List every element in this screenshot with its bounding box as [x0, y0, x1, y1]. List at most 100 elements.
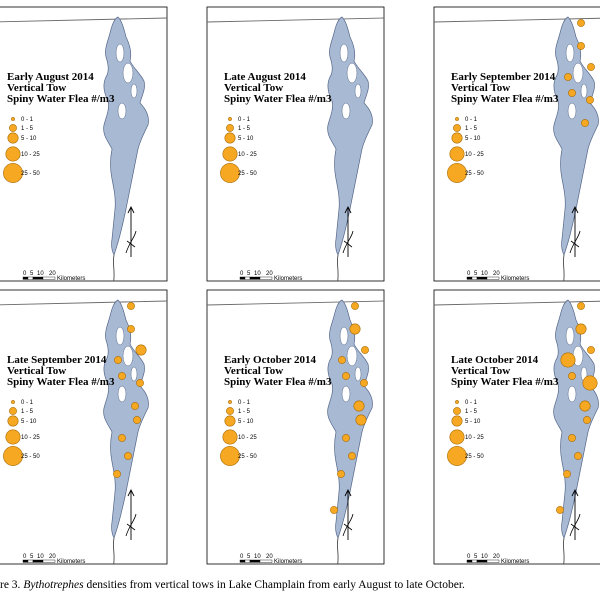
legend-label: 1 - 5	[21, 409, 34, 415]
scale-bar-segment	[471, 559, 478, 563]
sample-marker	[351, 302, 359, 310]
sample-marker	[361, 346, 369, 354]
sample-marker	[556, 506, 564, 514]
panel-title-line: Early August 2014	[7, 71, 94, 83]
island-shape	[130, 366, 138, 382]
legend-symbol	[455, 400, 459, 404]
legend-label: 0 - 1	[21, 117, 34, 123]
panel-title-line: Vertical Tow	[7, 365, 66, 377]
legend-label: 5 - 10	[21, 419, 37, 425]
scale-tick-label: 0	[23, 271, 27, 277]
panel-title-line: Vertical Tow	[451, 365, 510, 377]
legend-symbol	[7, 132, 19, 144]
sample-marker	[587, 346, 595, 354]
scale-bar-segment	[259, 559, 273, 563]
legend-symbol	[447, 163, 467, 183]
legend-label: 0 - 1	[465, 117, 478, 123]
sample-marker	[587, 63, 595, 71]
legend-label: 25 - 50	[21, 171, 40, 177]
legend-label: 10 - 25	[238, 435, 257, 441]
sample-marker	[349, 323, 361, 335]
sample-marker	[127, 325, 135, 333]
panel-title-line: Spiny Water Flea #/m3	[224, 376, 332, 388]
panel-title-line: Spiny Water Flea #/m3	[7, 376, 115, 388]
panel-title-line: Spiny Water Flea #/m3	[7, 93, 115, 105]
legend-label: 1 - 5	[465, 409, 478, 415]
sample-marker	[577, 19, 585, 27]
sample-marker	[582, 375, 598, 391]
panel-title-line: Vertical Tow	[7, 82, 66, 94]
scale-tick-label: 5	[30, 554, 34, 560]
scale-bar-segment	[476, 276, 488, 280]
scale-tick-label: 5	[474, 271, 478, 277]
scale-bar-segment	[22, 559, 29, 563]
scale-tick-label: 20	[266, 271, 273, 277]
island-shape	[341, 102, 351, 120]
sample-marker	[353, 400, 365, 412]
north-arrow-head-icon	[127, 205, 135, 214]
scale-tick-label: 10	[254, 554, 261, 560]
island-shape	[354, 83, 362, 99]
panel-title-line: Spiny Water Flea #/m3	[224, 93, 332, 105]
sample-marker	[360, 379, 368, 387]
scale-tick-label: 10	[254, 271, 261, 277]
legend-symbol	[220, 446, 240, 466]
legend-label: 1 - 5	[21, 126, 34, 132]
scale-unit-label: Kilometers	[57, 559, 85, 565]
legend-symbol	[222, 146, 238, 162]
scale-bar-segment	[27, 559, 34, 563]
legend-label: 25 - 50	[465, 171, 484, 177]
scale-unit-label: Kilometers	[274, 559, 302, 565]
scale-tick-label: 20	[266, 554, 273, 560]
scale-bar-segment	[249, 276, 261, 280]
scale-bar-segment	[22, 276, 29, 280]
legend-label: 0 - 1	[238, 117, 251, 123]
scale-tick-label: 10	[481, 554, 488, 560]
scale-tick-label: 0	[23, 554, 27, 560]
north-arrow-head-icon	[344, 205, 352, 214]
legend-symbol	[7, 415, 19, 427]
sample-marker	[579, 400, 591, 412]
north-n-glyph	[569, 230, 581, 254]
island-shape	[354, 366, 362, 382]
scale-bar-segment	[486, 559, 500, 563]
panel-title-line: Spiny Water Flea #/m3	[451, 93, 559, 105]
caption-suffix: densities from vertical tows in Lake Cha…	[83, 579, 465, 591]
panel-title-line: Vertical Tow	[224, 365, 283, 377]
legend-label: 25 - 50	[238, 171, 257, 177]
caption-species: Bythotrephes	[23, 579, 84, 591]
legend-symbol	[226, 407, 234, 415]
sample-marker	[581, 119, 589, 127]
island-shape	[130, 83, 138, 99]
island-shape	[117, 385, 127, 403]
island-shape	[567, 102, 577, 120]
scale-tick-label: 5	[474, 554, 478, 560]
legend-label: 10 - 25	[465, 435, 484, 441]
border-line	[434, 17, 600, 23]
scale-tick-label: 20	[493, 554, 500, 560]
scale-tick-label: 10	[37, 554, 44, 560]
legend-symbol	[453, 407, 461, 415]
north-arrow-head-icon	[127, 488, 135, 497]
scale-unit-label: Kilometers	[274, 276, 302, 282]
panel-title-line: Spiny Water Flea #/m3	[451, 376, 559, 388]
sample-marker	[574, 452, 582, 460]
river-line	[336, 537, 339, 564]
island-shape	[565, 43, 575, 63]
scale-unit-label: Kilometers	[57, 276, 85, 282]
scale-tick-label: 5	[30, 271, 34, 277]
island-shape	[565, 326, 575, 346]
island-shape	[339, 326, 349, 346]
island-shape	[572, 62, 584, 84]
legend-label: 5 - 10	[238, 136, 254, 142]
island-shape	[346, 62, 358, 84]
legend-label: 0 - 1	[465, 400, 478, 406]
island-shape	[122, 345, 134, 367]
sample-marker	[575, 323, 587, 335]
island-shape	[346, 345, 358, 367]
north-n-glyph	[125, 230, 137, 254]
legend-label: 1 - 5	[238, 126, 251, 132]
sample-marker	[338, 356, 346, 364]
